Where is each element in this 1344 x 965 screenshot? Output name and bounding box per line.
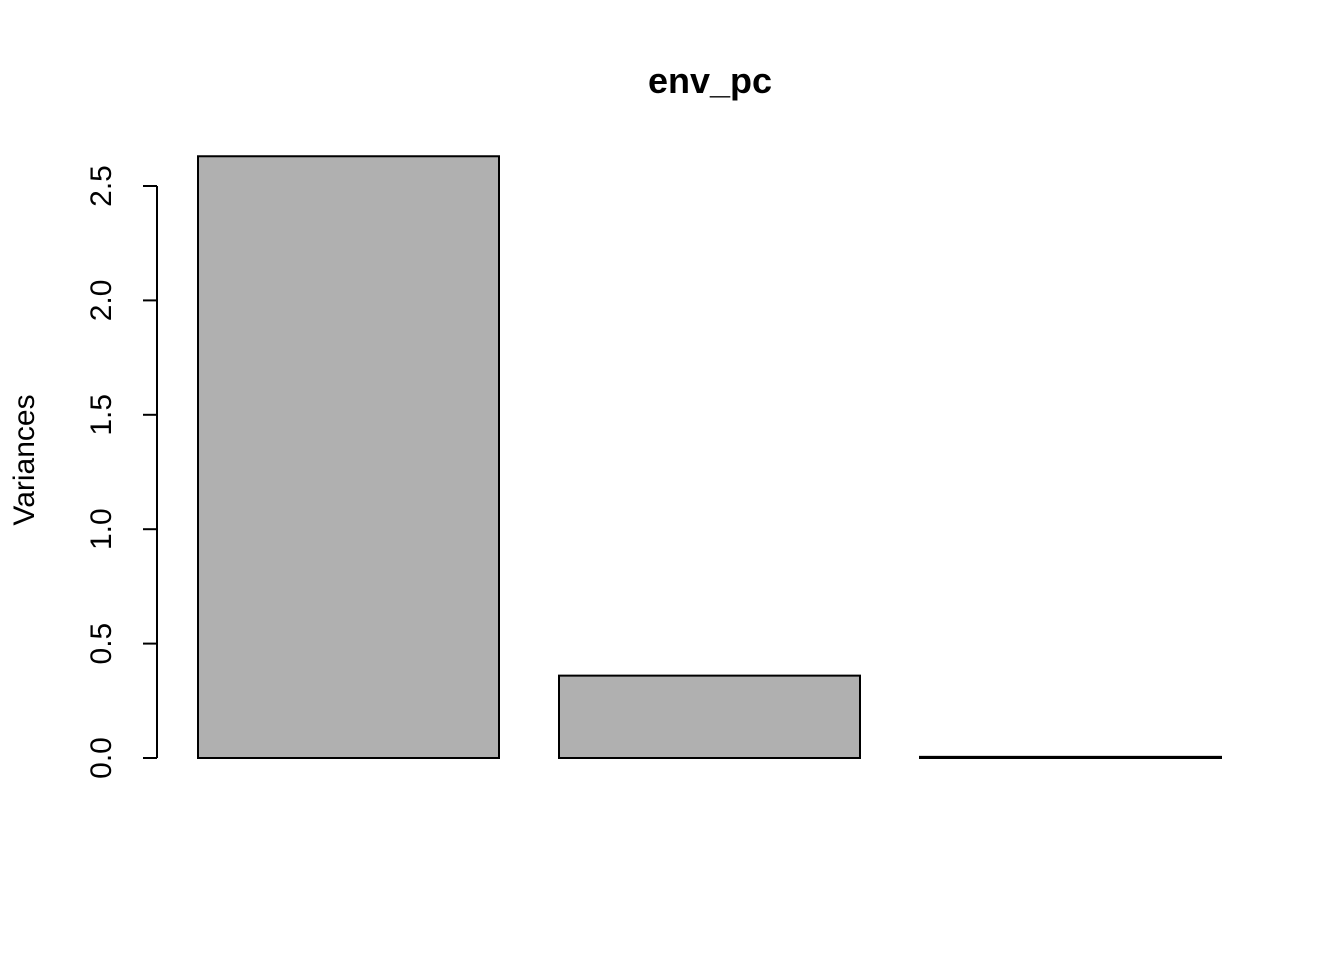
bar-pc3 (919, 755, 1222, 760)
y-tick-label: 0.0 (85, 737, 118, 779)
y-tick-label: 1.5 (85, 394, 118, 436)
bar-pc1 (197, 155, 500, 760)
y-tick-label: 1.0 (85, 508, 118, 550)
bars (197, 155, 1222, 760)
y-tick-label: 2.0 (85, 280, 118, 322)
y-tick-label: 0.5 (85, 623, 118, 665)
chart-title: env_pc (648, 60, 772, 101)
y-axis: 0.0 0.5 1.0 1.5 2.0 2.5 (85, 165, 158, 779)
bar-pc2 (558, 674, 861, 760)
y-axis-label: Variances (8, 394, 41, 525)
y-tick-label: 2.5 (85, 165, 118, 207)
